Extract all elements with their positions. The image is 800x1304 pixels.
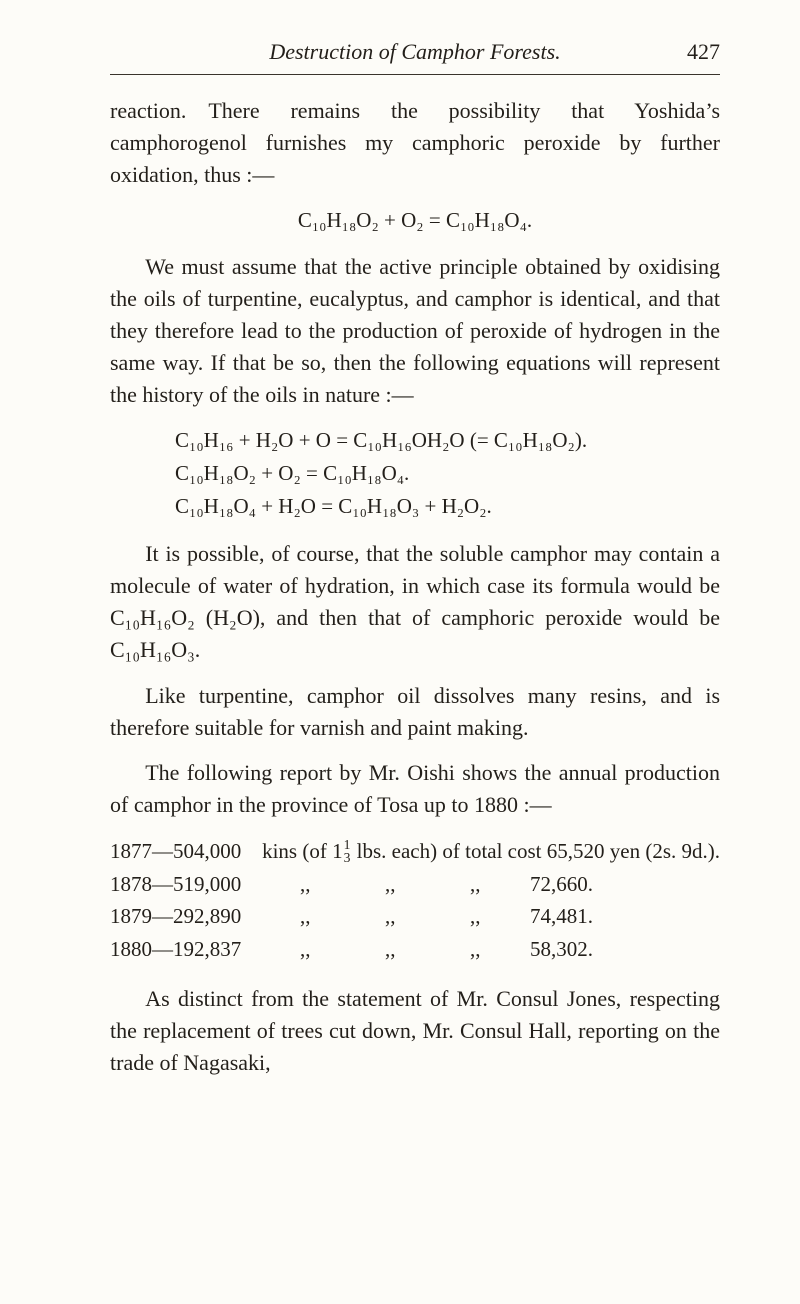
cell-ditto: ,, — [385, 868, 470, 901]
table-row: 1878—519,000 ,, ,, ,, 72,660. — [110, 868, 720, 901]
cell-desc: kins (of 113 lbs. each) of total cost 65… — [262, 835, 720, 868]
cell-value: 72,660. — [530, 868, 720, 901]
paragraph-1: reaction. There remains the possibility … — [110, 95, 720, 191]
cell-year-kins: 1878—519,000 — [110, 868, 300, 901]
cell-year-kins: 1879—292,890 — [110, 900, 300, 933]
cell-ditto: ,, — [470, 933, 530, 966]
paragraph-2: We must assume that the active principle… — [110, 251, 720, 410]
equation-1: C₁₀H₁₈O₂ + O₂ = C₁₀H₁₈O₄. — [110, 205, 720, 235]
equation-2-line-2: C₁₀H₁₈O₂ + O₂ = C₁₀H₁₈O₄. — [175, 457, 720, 490]
paragraph-4: Like turpentine, camphor oil dissolves m… — [110, 680, 720, 744]
cell-ditto: ,, — [300, 933, 385, 966]
paragraph-3: It is possible, of course, that the solu… — [110, 538, 720, 666]
running-head: Destruction of Camphor Forests. 427 — [110, 36, 720, 68]
equation-block-2: C₁₀H₁₆ + H₂O + O = C₁₀H₁₆OH₂O (= C₁₀H₁₈O… — [175, 424, 720, 522]
cell-year-kins: 1880—192,837 — [110, 933, 300, 966]
equation-2-line-1: C₁₀H₁₆ + H₂O + O = C₁₀H₁₆OH₂O (= C₁₀H₁₈O… — [175, 424, 720, 457]
table-row: 1879—292,890 ,, ,, ,, 74,481. — [110, 900, 720, 933]
fraction-icon: 13 — [344, 839, 351, 864]
page-number: 427 — [660, 36, 720, 68]
cell-year-kins: 1877—504,000 — [110, 835, 262, 868]
cell-value: 74,481. — [530, 900, 720, 933]
header-rule — [110, 74, 720, 75]
cell-ditto: ,, — [300, 900, 385, 933]
cell-ditto: ,, — [470, 900, 530, 933]
cell-ditto: ,, — [470, 868, 530, 901]
fraction-denominator: 3 — [344, 852, 351, 864]
cell-ditto: ,, — [300, 868, 385, 901]
paragraph-6: As distinct from the statement of Mr. Co… — [110, 983, 720, 1079]
cell-ditto: ,, — [385, 900, 470, 933]
cell-desc-post: lbs. each) of total cost 65,520 yen (2s.… — [351, 839, 720, 863]
running-title: Destruction of Camphor Forests. — [110, 36, 660, 68]
cell-ditto: ,, — [385, 933, 470, 966]
production-table: 1877—504,000 kins (of 113 lbs. each) of … — [110, 835, 720, 965]
equation-2-line-3: C₁₀H₁₈O₄ + H₂O = C₁₀H₁₈O₃ + H₂O₂. — [175, 490, 720, 523]
cell-desc-pre: kins (of 1 — [262, 839, 343, 863]
table-row: 1880—192,837 ,, ,, ,, 58,302. — [110, 933, 720, 966]
cell-value: 58,302. — [530, 933, 720, 966]
paragraph-5: The following report by Mr. Oishi shows … — [110, 757, 720, 821]
table-row: 1877—504,000 kins (of 113 lbs. each) of … — [110, 835, 720, 868]
page: Destruction of Camphor Forests. 427 reac… — [0, 0, 800, 1304]
